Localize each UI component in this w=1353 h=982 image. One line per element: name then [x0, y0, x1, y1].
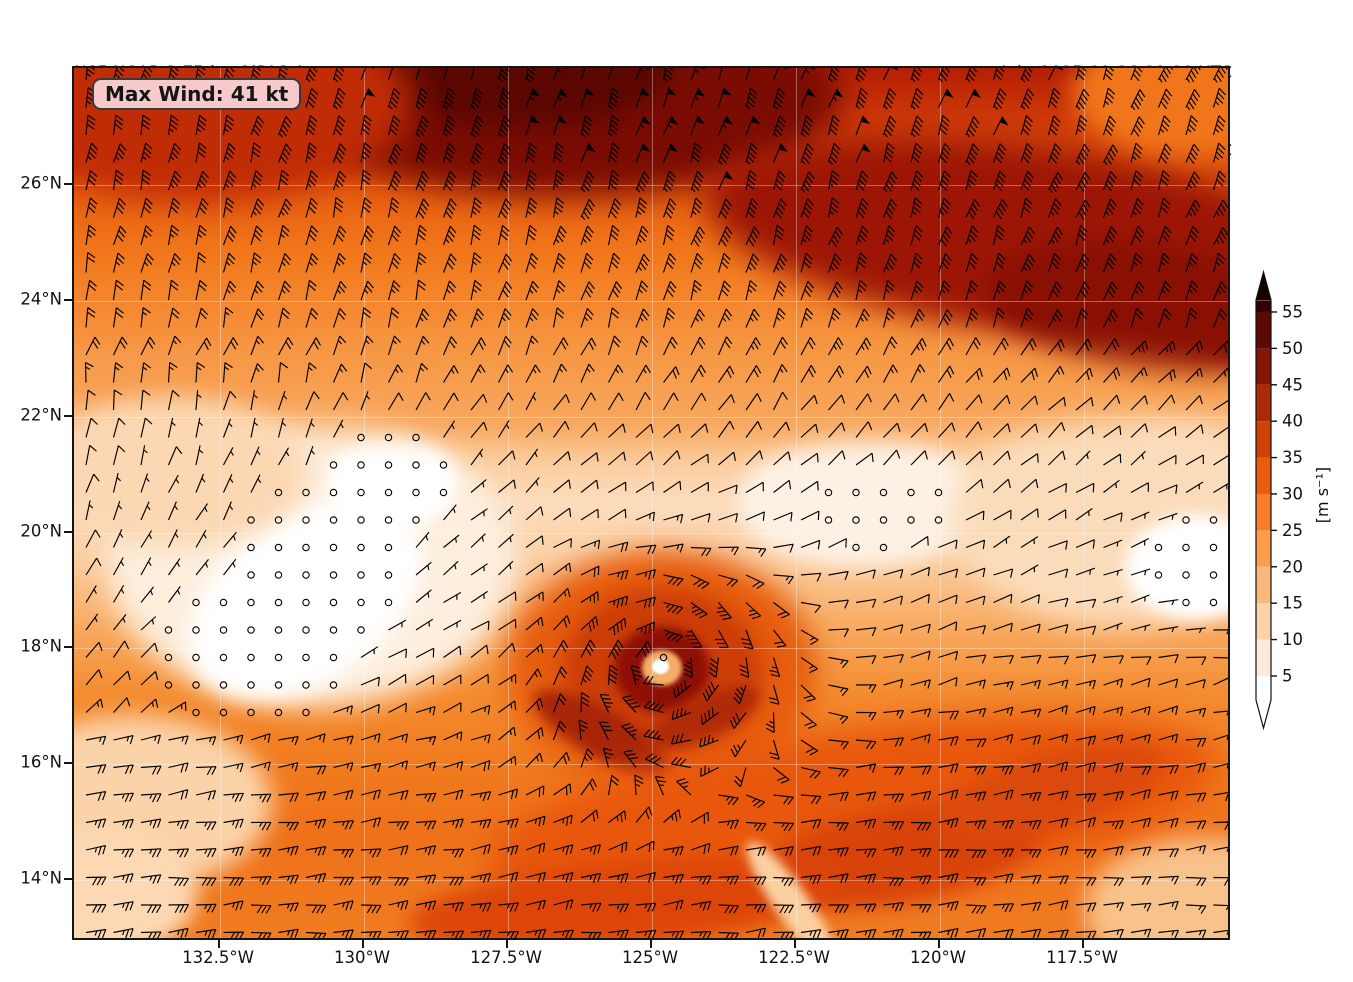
colorbar-tick-label: 35: [1282, 448, 1303, 467]
graticule-meridian: [508, 68, 509, 938]
colorbar-tick-label: 15: [1282, 594, 1303, 613]
lon-tick-label: 117.5°W: [1046, 948, 1118, 967]
graticule-meridian: [220, 68, 221, 938]
graticule-parallel: [74, 417, 1228, 418]
lon-tick-label: 130°W: [333, 948, 391, 967]
colorbar-unit-label: [m s⁻¹]: [1313, 466, 1332, 524]
graticule-meridian: [652, 68, 653, 938]
lon-tick: [650, 940, 652, 948]
lat-tick: [64, 531, 72, 533]
colorbar-tick-label: 10: [1282, 630, 1303, 649]
graticule-parallel: [74, 880, 1228, 881]
graticule-meridian: [1084, 68, 1085, 938]
lon-tick: [362, 940, 364, 948]
graticule-parallel: [74, 533, 1228, 534]
lon-tick: [1082, 940, 1084, 948]
lat-tick-label: 20°N: [20, 521, 62, 541]
shear-contour-blob: [74, 397, 307, 547]
lat-tick: [64, 762, 72, 764]
colorbar-tick-label: 25: [1282, 521, 1303, 540]
colorbar-tick-label: 55: [1282, 302, 1303, 321]
lon-tick: [506, 940, 508, 948]
lat-tick: [64, 878, 72, 880]
lat-tick-label: 24°N: [20, 289, 62, 309]
graticule-meridian: [364, 68, 365, 938]
graticule-parallel: [74, 764, 1228, 765]
lat-tick-label: 14°N: [20, 868, 62, 888]
graticule-parallel: [74, 301, 1228, 302]
lon-tick: [218, 940, 220, 948]
colorbar-tick-label: 5: [1282, 666, 1293, 685]
lon-tick-label: 122.5°W: [758, 948, 830, 967]
lat-tick-label: 16°N: [20, 752, 62, 772]
colorbar-tick-label: 20: [1282, 557, 1303, 576]
lat-tick: [64, 415, 72, 417]
lat-tick-label: 22°N: [20, 405, 62, 425]
lon-tick-label: 120°W: [909, 948, 967, 967]
wind-barb-layer: [84, 68, 1228, 938]
lon-tick-label: 132.5°W: [182, 948, 254, 967]
lat-tick: [64, 646, 72, 648]
shear-contour-blob: [327, 434, 457, 530]
max-wind-badge: Max Wind: 41 kt: [92, 78, 302, 110]
lat-tick-label: 26°N: [20, 173, 62, 193]
wind-barbs-path: [84, 68, 1228, 938]
map-panel: [72, 66, 1230, 940]
lat-tick: [64, 299, 72, 301]
shear-contour-blob: [651, 658, 669, 674]
colorbar-tick-label: 50: [1282, 339, 1303, 358]
graticule-meridian: [940, 68, 941, 938]
lon-tick: [794, 940, 796, 948]
colorbar-tick-label: 40: [1282, 412, 1303, 431]
lon-tick-label: 125°W: [621, 948, 679, 967]
graticule-meridian: [796, 68, 797, 938]
wind-barb-flags-path: [365, 68, 1064, 181]
colorbar: 5 10 15 20 25 30 35 40 45 50 55: [1255, 269, 1303, 731]
lon-tick-label: 127.5°W: [470, 948, 542, 967]
colorbar-tick-label: 45: [1282, 375, 1303, 394]
lon-tick: [938, 940, 940, 948]
colorbar-tick-label: 30: [1282, 484, 1303, 503]
calm-wind-circles-path: [164, 433, 1218, 717]
lat-tick-label: 18°N: [20, 636, 62, 656]
graticule-parallel: [74, 185, 1228, 186]
lat-tick: [64, 183, 72, 185]
